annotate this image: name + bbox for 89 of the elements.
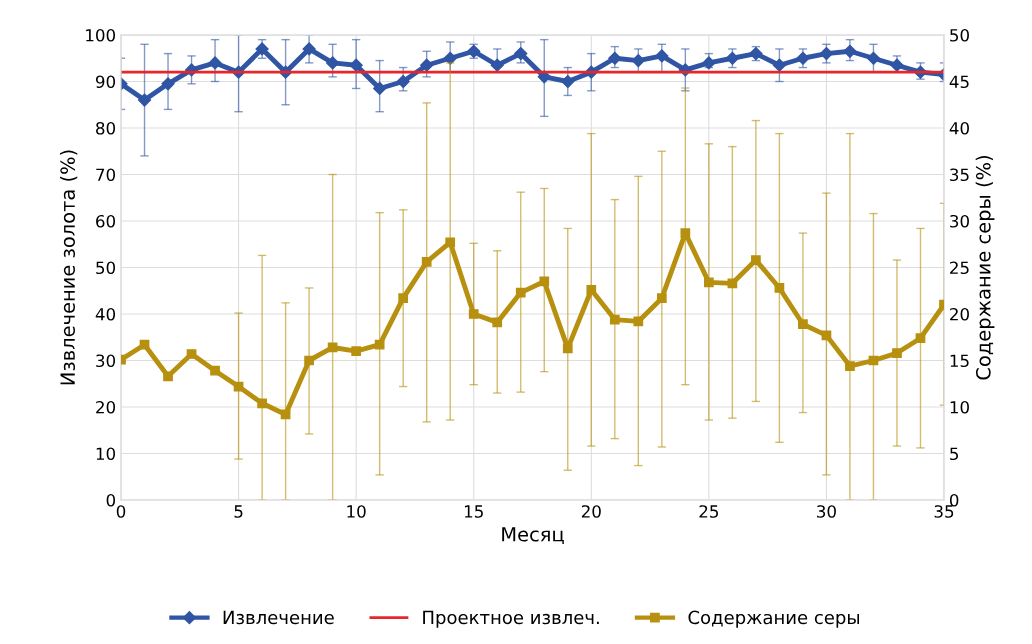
point xyxy=(772,58,786,72)
point xyxy=(892,348,902,358)
point xyxy=(774,283,785,293)
point xyxy=(255,42,269,56)
x-tick-label: 25 xyxy=(699,505,719,518)
point xyxy=(562,343,573,354)
point xyxy=(302,42,316,56)
point xyxy=(915,333,926,344)
point xyxy=(609,314,620,325)
point xyxy=(420,58,434,72)
point xyxy=(798,319,808,330)
y-tick-label: 50 xyxy=(96,261,116,275)
point xyxy=(492,317,503,328)
x-tick-label: 35 xyxy=(934,505,954,518)
y2-tick-label: 0 xyxy=(949,493,959,507)
y2-tick-label: 40 xyxy=(949,121,969,135)
x-tick-label: 20 xyxy=(581,505,601,518)
point xyxy=(702,56,716,70)
point xyxy=(398,293,409,304)
y-tick-label: 30 xyxy=(96,354,116,368)
point xyxy=(349,58,363,72)
point xyxy=(539,276,550,287)
point xyxy=(163,371,173,382)
y2-tick-label: 30 xyxy=(950,214,969,228)
point xyxy=(326,56,340,70)
y-axis-title: Извлечение золота (%) xyxy=(59,150,78,385)
point xyxy=(819,47,834,61)
y-tick-label: 60 xyxy=(96,214,116,228)
point xyxy=(445,237,456,248)
y-tick-label: 40 xyxy=(95,307,116,321)
point xyxy=(655,49,669,63)
point xyxy=(208,56,222,70)
point xyxy=(468,309,479,319)
point xyxy=(443,51,457,65)
point xyxy=(373,81,387,96)
y2-axis-title: Содержание серы (%) xyxy=(975,156,995,380)
y-tick-label: 90 xyxy=(95,75,116,89)
point xyxy=(845,361,855,371)
point xyxy=(137,93,152,107)
point xyxy=(396,74,410,89)
y-tick-label: 100 xyxy=(86,28,116,42)
point xyxy=(161,77,175,91)
y-tick-label: 80 xyxy=(96,121,116,135)
point xyxy=(633,316,644,327)
point xyxy=(139,339,150,350)
point xyxy=(374,339,385,350)
y-tick-label: 20 xyxy=(96,400,116,414)
point xyxy=(490,58,504,72)
point xyxy=(608,51,622,65)
point xyxy=(796,51,810,65)
x-tick-label: 10 xyxy=(347,505,366,518)
y2-tick-label: 10 xyxy=(950,400,969,414)
point xyxy=(751,255,761,265)
y2-tick-label: 45 xyxy=(949,75,969,89)
point xyxy=(515,287,526,298)
point xyxy=(656,293,667,304)
x-axis-title: Месяц xyxy=(502,527,564,545)
point xyxy=(843,44,857,58)
legend-label: Проектное извлеч. xyxy=(423,610,599,628)
y-tick-label: 70 xyxy=(96,168,116,182)
legend-label: Содержание серы xyxy=(688,610,860,628)
x-tick-label: 30 xyxy=(817,505,836,518)
point xyxy=(304,355,314,366)
point xyxy=(725,51,739,65)
point xyxy=(631,53,645,68)
point xyxy=(703,277,714,288)
point xyxy=(351,346,362,357)
y-tick-label: 10 xyxy=(96,447,116,461)
point xyxy=(727,278,738,289)
x-tick-label: 15 xyxy=(464,505,483,518)
point xyxy=(186,349,197,359)
x-tick-label: 5 xyxy=(234,505,243,518)
y2-tick-label: 20 xyxy=(950,307,969,321)
point xyxy=(514,47,528,61)
point xyxy=(680,228,691,238)
point xyxy=(586,284,597,295)
point xyxy=(257,398,267,409)
legend-label: Извлечение xyxy=(223,610,334,625)
y2-tick-label: 50 xyxy=(950,28,969,42)
point xyxy=(561,74,575,89)
point xyxy=(210,365,220,376)
y2-tick-label: 25 xyxy=(950,261,969,275)
y2-tick-label: 15 xyxy=(950,354,969,368)
y-tick-label: 0 xyxy=(106,493,116,507)
y2-tick-label: 35 xyxy=(950,168,969,182)
point xyxy=(421,257,432,267)
x-tick-label: 0 xyxy=(116,505,126,518)
point xyxy=(866,51,881,65)
y2-tick-label: 5 xyxy=(950,447,959,461)
